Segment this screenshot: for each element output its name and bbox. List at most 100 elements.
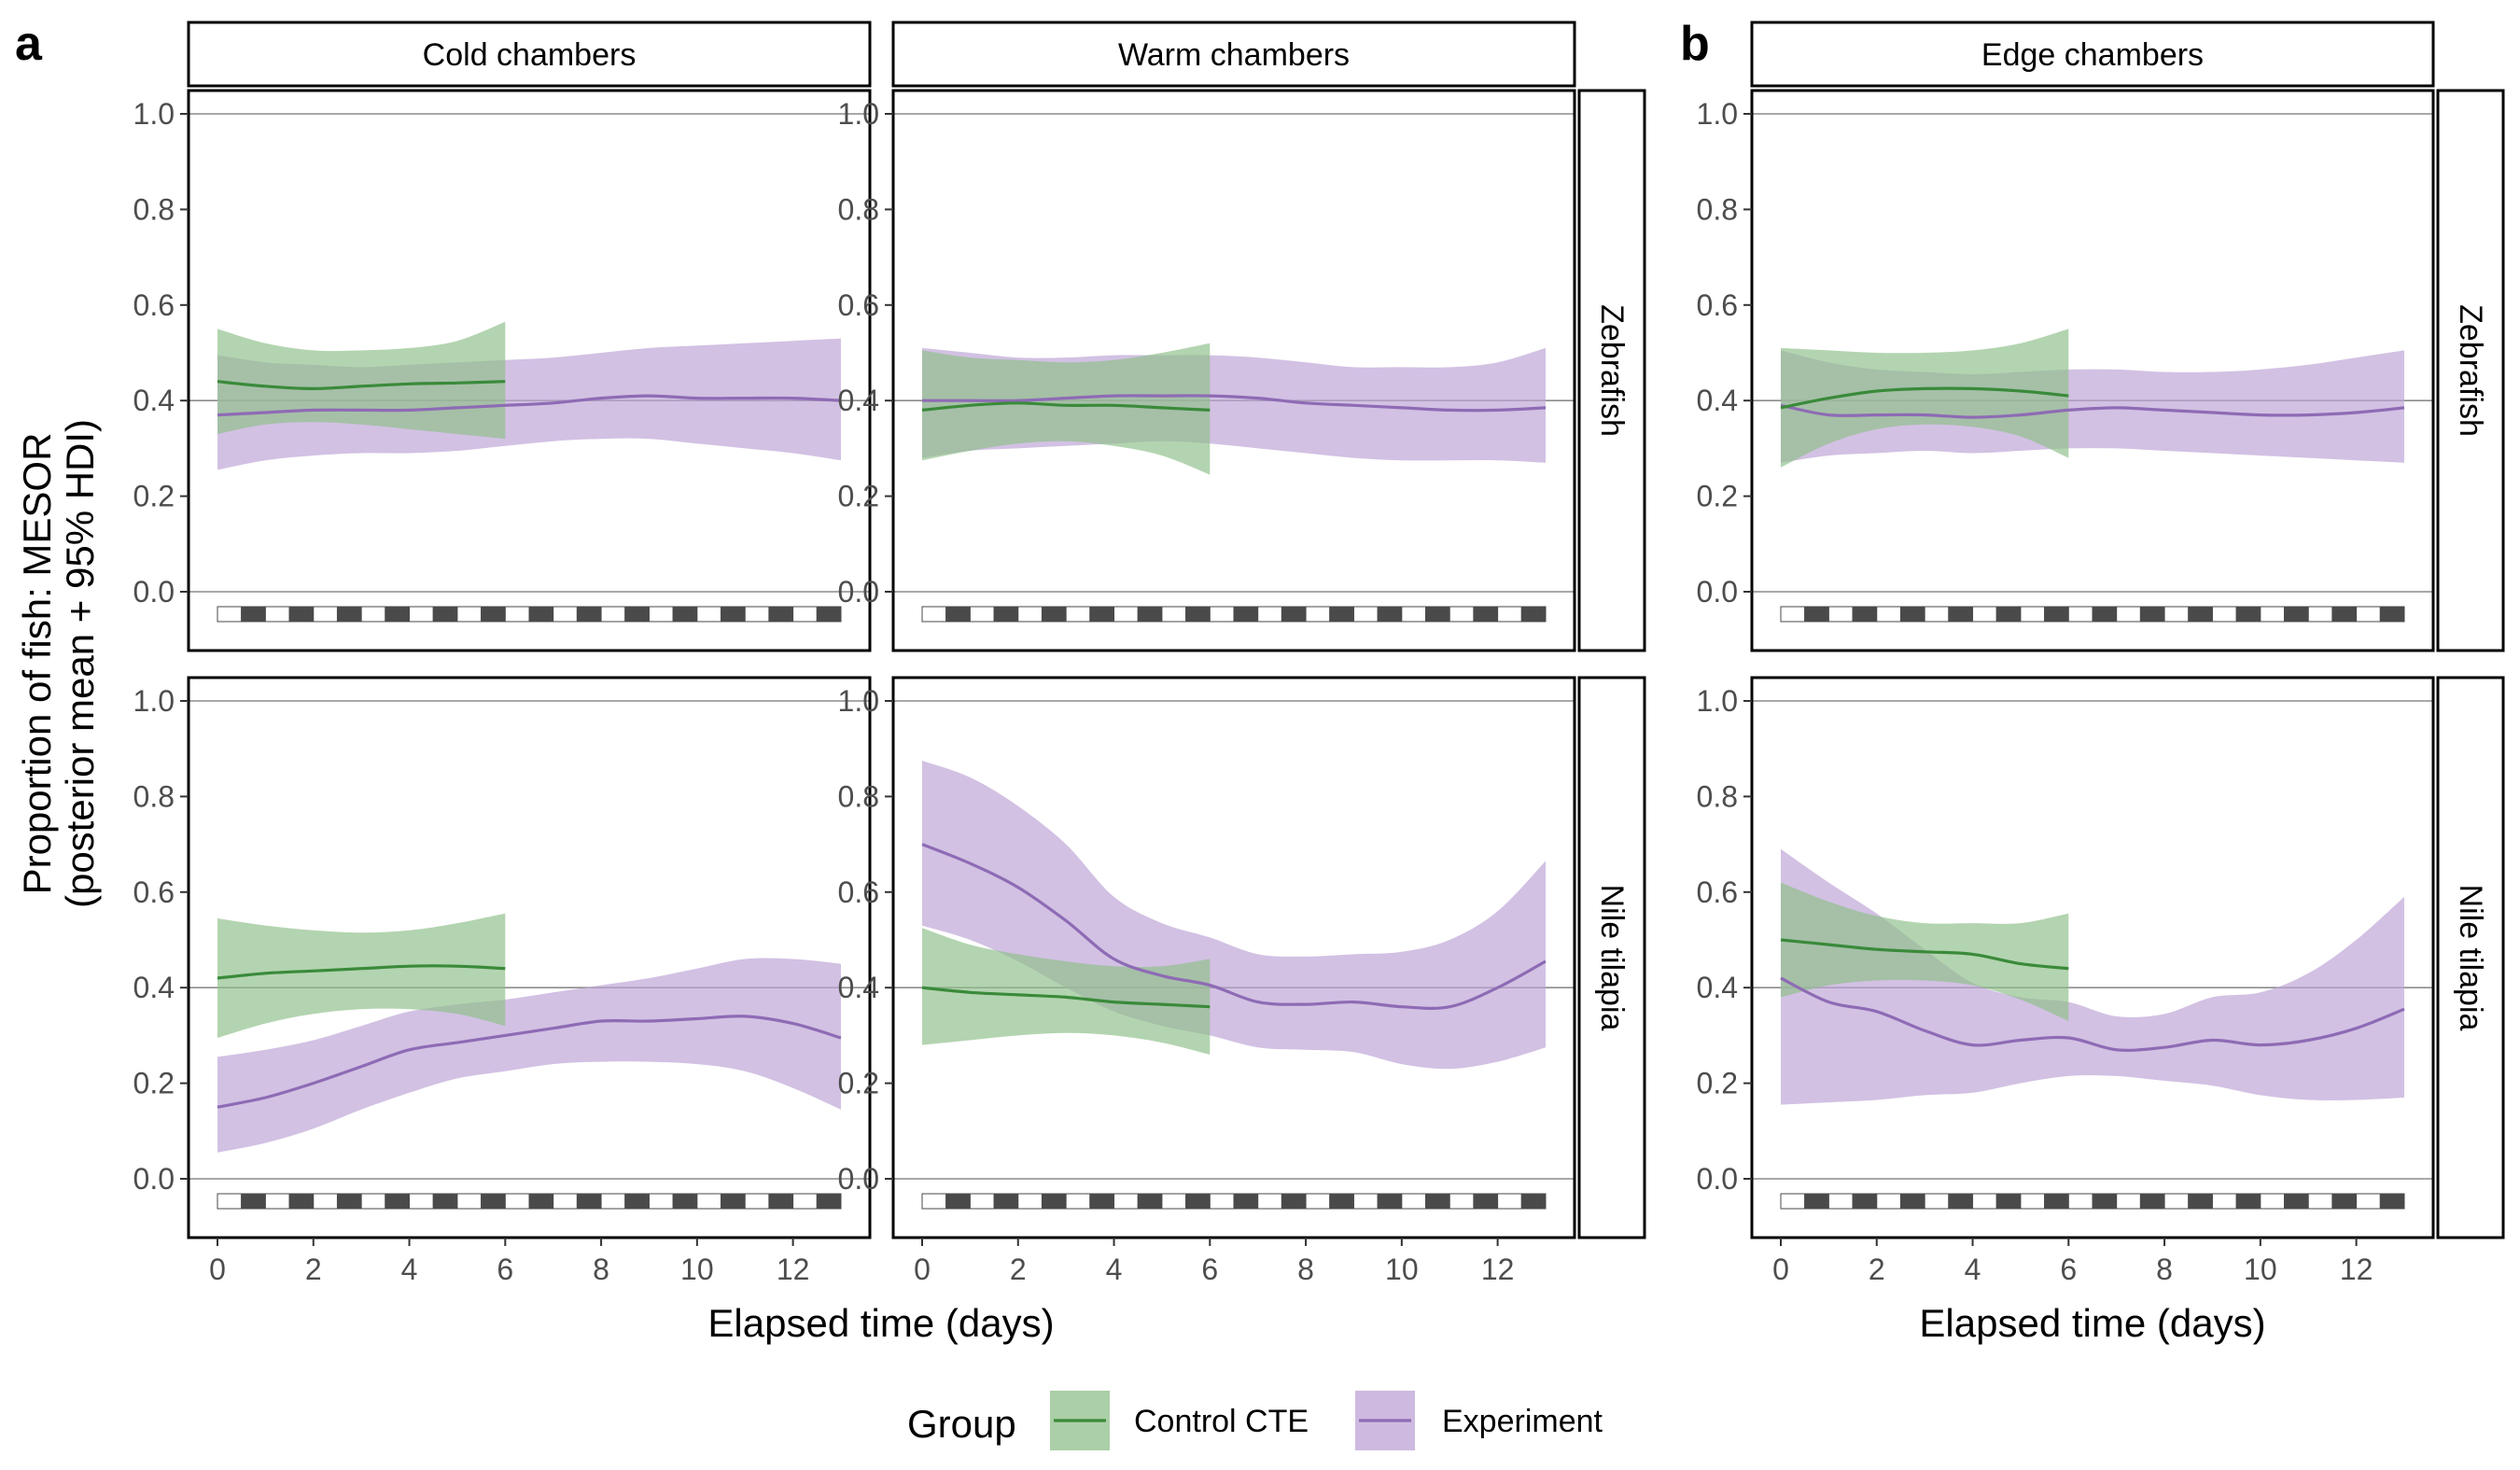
column-strip — [891, 21, 1576, 88]
light-phase-block — [1305, 606, 1331, 623]
light-phase-block — [1876, 1193, 1901, 1210]
light-phase-block — [409, 1193, 434, 1210]
light-phase-block — [1352, 1193, 1379, 1210]
dark-phase-block — [385, 1193, 411, 1210]
dark-phase-block — [241, 606, 266, 623]
dark-phase-block — [1995, 606, 2022, 623]
x-tick-label: 12 — [2340, 1253, 2373, 1286]
light-phase-block — [1305, 1193, 1331, 1210]
dark-phase-block — [1233, 606, 1259, 623]
dark-phase-block — [1473, 1193, 1499, 1210]
x-tick-label: 10 — [2244, 1253, 2277, 1286]
dark-phase-block — [336, 1193, 362, 1210]
y-tick-label: 1.0 — [133, 684, 175, 718]
light-phase-block — [1065, 606, 1091, 623]
light-phase-block — [504, 1193, 530, 1210]
dark-phase-block — [1137, 1193, 1163, 1210]
dark-phase-block — [1473, 606, 1499, 623]
dark-phase-block — [768, 606, 794, 623]
y-tick-label: 1.0 — [838, 97, 879, 131]
light-phase-block — [1972, 606, 1997, 623]
light-phase-block — [792, 1193, 818, 1210]
x-tick-label: 8 — [593, 1253, 609, 1286]
mean-line-experiment — [1780, 403, 2405, 419]
light-phase-block — [1827, 1193, 1854, 1210]
dark-phase-block — [816, 606, 842, 623]
legend-title: Group — [907, 1402, 1016, 1446]
panel-border — [891, 676, 1576, 1239]
dark-phase-block — [624, 1193, 650, 1210]
y-tick-label: 0.8 — [133, 192, 175, 226]
light-phase-block — [313, 1193, 338, 1210]
y-tick-label: 0.4 — [133, 384, 175, 417]
light-phase-block — [2116, 1193, 2141, 1210]
light-phase-block — [921, 1193, 947, 1210]
light-phase-block — [1924, 1193, 1950, 1210]
dark-phase-block — [1041, 1193, 1067, 1210]
light-phase-block — [1401, 606, 1427, 623]
dark-phase-block — [721, 1193, 746, 1210]
y-tick-label: 0.8 — [838, 192, 879, 226]
row-strip-label: Zebrafish — [2453, 304, 2488, 437]
light-phase-block — [600, 606, 626, 623]
dark-phase-block — [2188, 606, 2213, 623]
y-tick-label: 0.0 — [838, 575, 879, 609]
light-phase-block — [217, 1193, 243, 1210]
light-phase-block — [456, 606, 483, 623]
light-phase-block — [2211, 606, 2237, 623]
light-phase-block — [1257, 1193, 1282, 1210]
x-axis-title-b: Elapsed time (days) — [1919, 1301, 2265, 1345]
dark-phase-block — [1520, 1193, 1547, 1210]
dark-phase-block — [2379, 1193, 2405, 1210]
panel-border — [187, 676, 872, 1239]
light-phase-block — [1257, 606, 1282, 623]
mean-line-control-cte — [921, 986, 1211, 1009]
light-phase-block — [1209, 606, 1235, 623]
x-tick-label: 8 — [2156, 1253, 2173, 1286]
dark-phase-block — [993, 606, 1019, 623]
column-strip — [187, 21, 872, 88]
light-phase-block — [456, 1193, 483, 1210]
light-phase-block — [1352, 606, 1379, 623]
dark-phase-block — [385, 606, 411, 623]
y-tick-label: 0.6 — [1697, 288, 1738, 322]
dark-phase-block — [2188, 1193, 2213, 1210]
y-tick-label: 0.0 — [133, 575, 175, 609]
hdi-ribbon-experiment — [1781, 848, 2404, 1105]
y-tick-label: 0.4 — [133, 971, 175, 1004]
light-phase-block — [1065, 1193, 1091, 1210]
dark-phase-block — [1089, 606, 1115, 623]
x-tick-label: 0 — [209, 1253, 226, 1286]
legend-label: Control CTE — [1134, 1404, 1309, 1439]
light-phase-block — [2020, 1193, 2046, 1210]
light-phase-block — [409, 606, 434, 623]
row-strip-label: Nile tilapia — [1594, 885, 1630, 1031]
light-phase-block — [921, 606, 947, 623]
x-tick-label: 0 — [914, 1253, 931, 1286]
dark-phase-block — [1281, 1193, 1307, 1210]
mean-line-control-cte — [1780, 938, 2069, 971]
y-tick-label: 0.0 — [838, 1162, 879, 1196]
light-phase-block — [969, 606, 995, 623]
dark-phase-block — [2284, 606, 2309, 623]
y-tick-label: 0.8 — [133, 779, 175, 813]
light-phase-block — [2163, 606, 2190, 623]
light-phase-block — [1161, 606, 1187, 623]
light-phase-block — [744, 606, 770, 623]
light-phase-block — [553, 606, 578, 623]
x-axis-title-a: Elapsed time (days) — [707, 1301, 1054, 1345]
y-tick-label: 0.8 — [1697, 192, 1738, 226]
panel-border — [187, 89, 872, 652]
dark-phase-block — [1377, 606, 1403, 623]
y-tick-label: 0.6 — [133, 288, 175, 322]
x-tick-label: 2 — [1869, 1253, 1885, 1286]
dark-phase-block — [1899, 1193, 1925, 1210]
dark-phase-block — [1233, 1193, 1259, 1210]
y-tick-label: 0.2 — [133, 1067, 175, 1100]
light-phase-block — [1972, 1193, 1997, 1210]
panel-letter-b: b — [1680, 17, 1710, 71]
mean-line-experiment — [217, 1015, 842, 1109]
dark-phase-block — [1185, 1193, 1211, 1210]
y-tick-label: 0.6 — [1697, 875, 1738, 909]
mean-line-control-cte — [921, 401, 1211, 412]
